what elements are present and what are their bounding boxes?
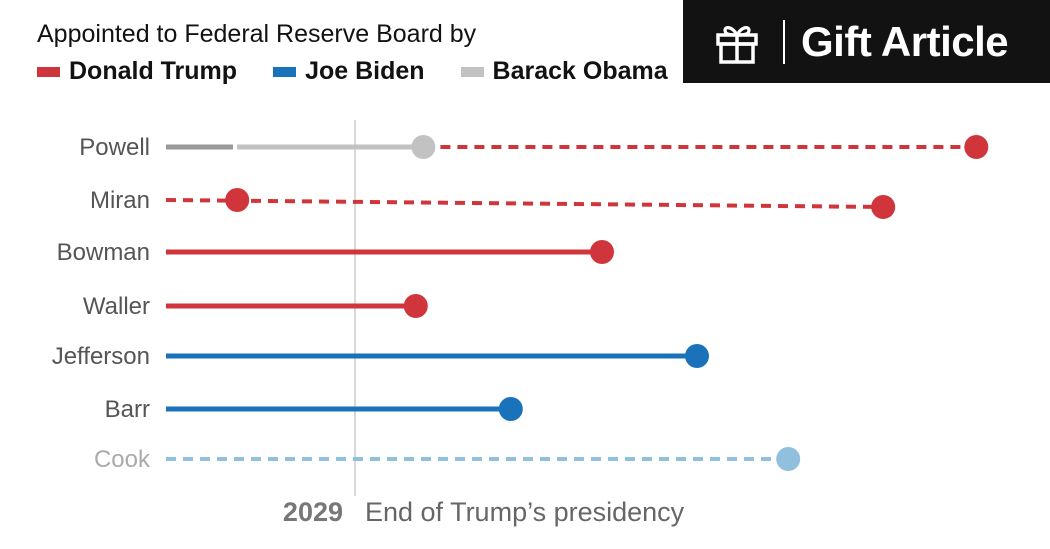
- gift-article-label: Gift Article: [801, 17, 1009, 65]
- governor-label-bowman: Bowman: [57, 239, 150, 266]
- legend-label-trump: Donald Trump: [69, 57, 238, 85]
- governor-label-powell: Powell: [79, 134, 150, 161]
- governor-row-cook: Cook: [94, 446, 801, 473]
- term-start-dot-miran: [225, 188, 250, 212]
- legend-item-trump: Donald Trump: [37, 57, 237, 86]
- governor-row-waller: Waller: [83, 293, 428, 320]
- reference-line-label: End of Trump’s presidency: [365, 497, 685, 527]
- governor-label-barr: Barr: [105, 396, 150, 423]
- legend-label-biden: Joe Biden: [305, 57, 425, 85]
- reference-year-label: 2029: [283, 497, 343, 527]
- gift-icon: [716, 25, 758, 64]
- legend: Donald Trump Joe Biden Barack Obama: [37, 57, 704, 86]
- legend-swatch-obama: [460, 66, 484, 77]
- legend-swatch-trump: [37, 66, 60, 77]
- governor-label-waller: Waller: [83, 293, 150, 320]
- term-end-dot-barr: [498, 397, 523, 421]
- governor-label-cook: Cook: [94, 446, 151, 473]
- legend-label-obama: Barack Obama: [492, 57, 668, 85]
- legend-item-obama: Barack Obama: [460, 57, 668, 86]
- governor-row-barr: Barr: [105, 396, 523, 423]
- term-end-dot-bowman: [590, 240, 614, 264]
- term-end-dot-miran: [871, 195, 896, 219]
- governor-row-jefferson: Jefferson: [52, 343, 709, 370]
- term-end-dot-cook: [776, 447, 801, 471]
- term-end-dot-powell: [964, 135, 989, 159]
- term-line-miran: [165, 198, 884, 209]
- term-start-dot-powell: [411, 135, 436, 159]
- gift-separator: [783, 19, 785, 64]
- legend-swatch-biden: [273, 66, 297, 77]
- governor-label-miran: Miran: [90, 187, 150, 214]
- legend-item-biden: Joe Biden: [273, 57, 425, 86]
- gift-article-button[interactable]: Gift Article: [683, 0, 1050, 83]
- governor-label-jefferson: Jefferson: [52, 343, 150, 370]
- legend-title: Appointed to Federal Reserve Board by: [37, 20, 477, 48]
- term-end-dot-waller: [403, 294, 428, 318]
- governor-row-bowman: Bowman: [57, 239, 614, 266]
- governor-row-miran: Miran: [90, 187, 896, 219]
- governor-row-powell: Powell: [79, 134, 989, 161]
- term-end-dot-jefferson: [685, 344, 709, 368]
